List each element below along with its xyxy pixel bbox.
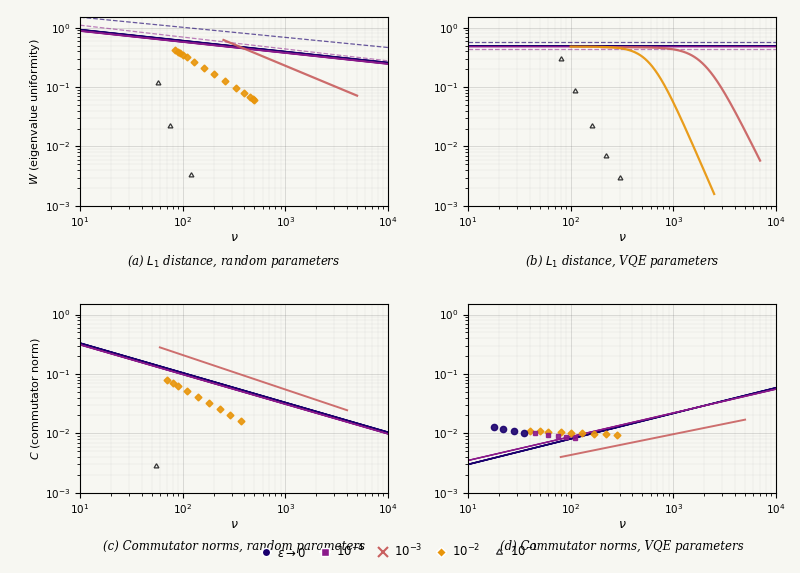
Y-axis label: $C$ (commutator norm): $C$ (commutator norm) — [29, 337, 42, 460]
Y-axis label: $W$ (eigenvalue uniformity): $W$ (eigenvalue uniformity) — [28, 38, 42, 185]
Text: (a) $L_1$ distance, random parameters: (a) $L_1$ distance, random parameters — [127, 253, 341, 270]
X-axis label: $\nu$: $\nu$ — [618, 231, 626, 244]
X-axis label: $\nu$: $\nu$ — [618, 517, 626, 531]
Text: (d) Commutator norms, VQE parameters: (d) Commutator norms, VQE parameters — [500, 540, 744, 553]
Text: (c) Commutator norms, random parameters: (c) Commutator norms, random parameters — [103, 540, 365, 553]
X-axis label: $\nu$: $\nu$ — [230, 231, 238, 244]
Legend: $\epsilon \rightarrow 0$, $10^{-4}$, $10^{-3}$, $10^{-2}$, $10^{-1}$: $\epsilon \rightarrow 0$, $10^{-4}$, $10… — [257, 538, 543, 564]
X-axis label: $\nu$: $\nu$ — [230, 517, 238, 531]
Text: (b) $L_1$ distance, VQE parameters: (b) $L_1$ distance, VQE parameters — [525, 253, 719, 270]
